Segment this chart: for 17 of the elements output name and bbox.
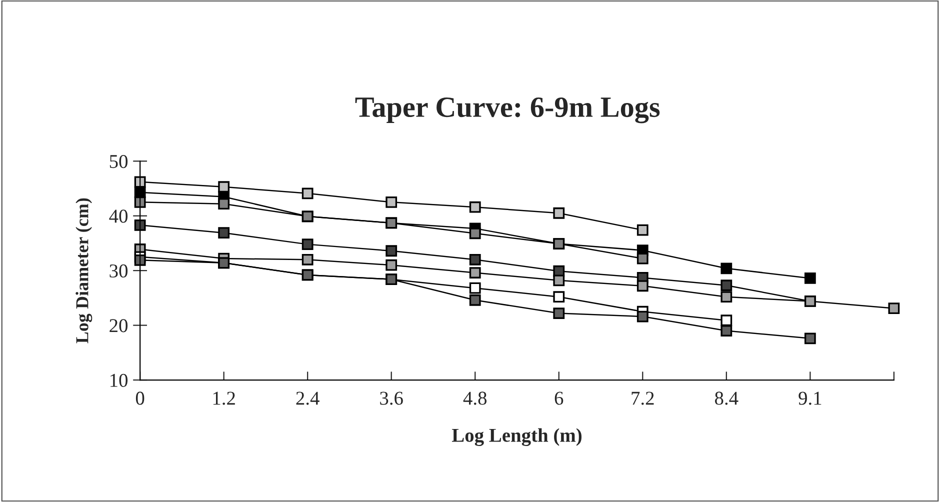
y-tick-label: 30 xyxy=(110,264,128,278)
y-tick-label: 10 xyxy=(110,374,128,387)
x-tick-label: 4.8 xyxy=(463,392,487,405)
x-tick-label: 7.2 xyxy=(632,392,654,405)
y-tick-label: 20 xyxy=(110,319,128,332)
x-axis-title: Log Length (m) xyxy=(452,428,582,446)
x-tick-label: 6 xyxy=(554,392,564,405)
chart-title: Taper Curve: 6-9m Logs xyxy=(355,97,660,124)
y-tick-label: 50 xyxy=(110,154,128,168)
y-tick-label: 40 xyxy=(109,210,128,223)
x-tick-label: 2.4 xyxy=(296,392,320,405)
x-tick-label: 8.4 xyxy=(715,392,738,405)
x-tick-label: 9.1 xyxy=(798,392,822,405)
x-tick-label: 1.2 xyxy=(213,392,235,405)
y-axis-title: Log Diameter (cm) xyxy=(76,198,92,344)
x-tick-label: 0 xyxy=(136,392,144,405)
x-tick-label: 3.6 xyxy=(380,392,403,405)
